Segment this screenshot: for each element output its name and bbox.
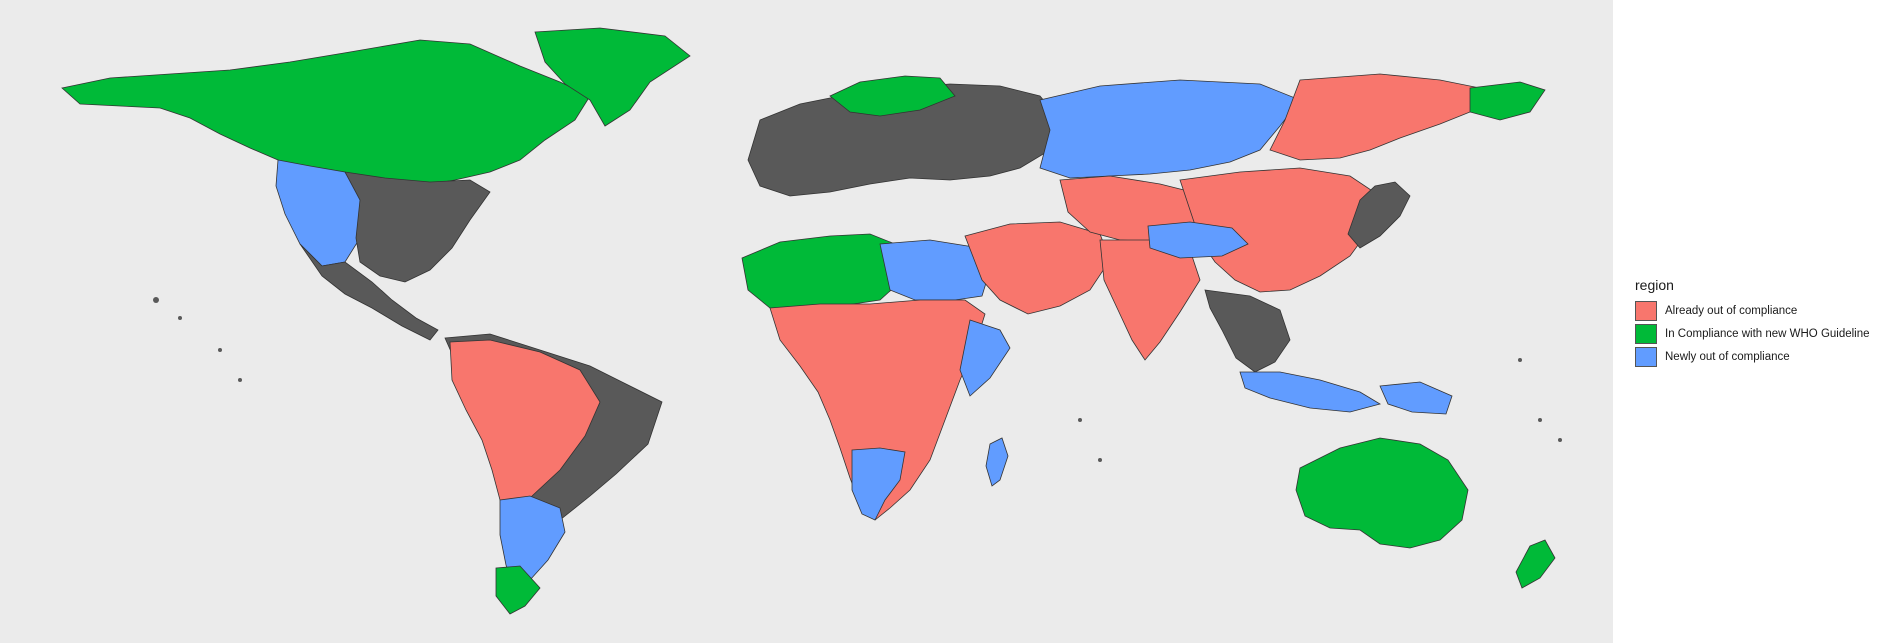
region-north-america	[61, 39, 591, 189]
region-sub-saharan-africa	[769, 299, 986, 521]
region-new-guinea	[1379, 381, 1453, 415]
region-southeast-asia	[1204, 289, 1291, 373]
region-us-east	[344, 171, 491, 283]
world-map	[61, 27, 1562, 615]
region-greenland	[534, 27, 691, 127]
region-siberia-east	[1269, 73, 1481, 161]
island-5	[1538, 418, 1542, 422]
island-7	[1078, 418, 1082, 422]
region-mongolia	[1147, 221, 1249, 259]
island-0	[153, 297, 159, 303]
legend-label-already-out: Already out of compliance	[1665, 304, 1798, 317]
island-8	[1098, 458, 1102, 462]
region-southern-africa	[851, 447, 906, 521]
region-libya-egypt	[879, 239, 991, 301]
island-1	[178, 316, 182, 320]
legend-swatch-in-compliance	[1635, 323, 1657, 344]
plot-panel	[0, 0, 1613, 643]
region-north-africa	[741, 233, 901, 313]
region-south-america-interior	[449, 339, 601, 521]
island-4	[1518, 358, 1522, 362]
region-patagonia	[495, 565, 541, 615]
region-madagascar	[985, 437, 1009, 487]
legend-label-newly-out: Newly out of compliance	[1665, 350, 1790, 363]
legend-item-in-compliance: In Compliance with new WHO Guideline	[1635, 322, 1870, 345]
region-horn-of-africa	[959, 319, 1011, 397]
region-indonesia	[1239, 371, 1382, 413]
legend-item-newly-out: Newly out of compliance	[1635, 345, 1870, 368]
legend: region Already out of compliance In Comp…	[1635, 277, 1870, 368]
island-3	[238, 378, 242, 382]
legend-swatch-already-out	[1635, 300, 1657, 321]
region-middle-east	[964, 221, 1111, 315]
legend-swatch-newly-out	[1635, 346, 1657, 367]
region-new-zealand	[1515, 539, 1556, 589]
region-russia	[1039, 79, 1301, 179]
region-scandinavia	[829, 75, 956, 117]
region-mexico-central-america	[299, 243, 439, 341]
legend-title: region	[1635, 277, 1674, 293]
island-2	[218, 348, 222, 352]
region-australia	[1295, 437, 1469, 549]
region-japan	[1347, 181, 1411, 249]
legend-label-in-compliance: In Compliance with new WHO Guideline	[1665, 327, 1870, 340]
legend-item-already-out: Already out of compliance	[1635, 299, 1870, 322]
island-6	[1558, 438, 1562, 442]
region-chukotka	[1469, 81, 1546, 121]
